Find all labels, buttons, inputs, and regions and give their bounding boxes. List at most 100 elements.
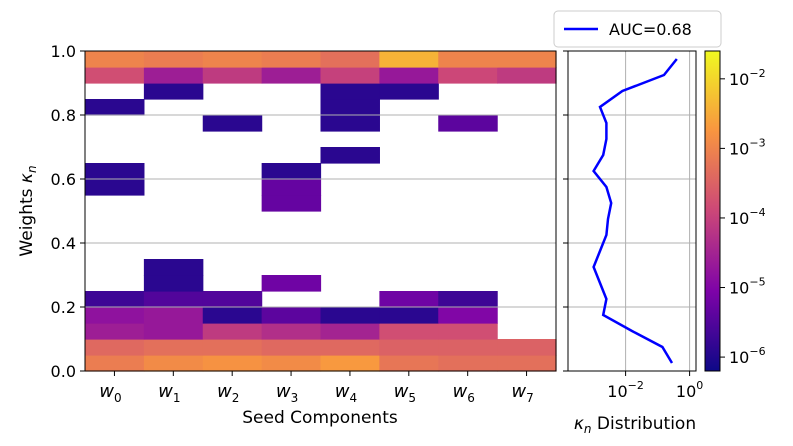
heatmap-cell xyxy=(261,339,322,356)
heatmap-cell xyxy=(261,163,322,180)
distribution-frame xyxy=(567,50,697,372)
heatmap-y-tick-label: 1.0 xyxy=(51,42,76,61)
heatmap-cell xyxy=(143,83,204,100)
heatmap-cell xyxy=(379,291,439,308)
heatmap-y-tick-label: 0.4 xyxy=(51,234,76,253)
heatmap-cell xyxy=(438,67,498,84)
colorbar-tick-label: 10−4 xyxy=(729,206,766,228)
heatmap-cell xyxy=(85,51,145,68)
distribution-y-ticks xyxy=(563,50,568,372)
distribution-x-tick-label: 100 xyxy=(676,379,703,401)
colorbar-ticks: 10−2 10−3 10−4 10−5 10−6 xyxy=(720,67,766,367)
heatmap-y-tick-label: 0.6 xyxy=(51,170,76,189)
heatmap-cell xyxy=(143,323,204,340)
heatmap-cell xyxy=(143,307,204,324)
heatmap-cell xyxy=(320,67,380,84)
heatmap-x-tick-label: w1 xyxy=(158,381,180,405)
heatmap-x-tick-label: w4 xyxy=(335,381,357,405)
heatmap-cell xyxy=(85,323,145,340)
heatmap-cell xyxy=(143,291,204,308)
heatmap-frame xyxy=(84,50,557,372)
heatmap-cell xyxy=(261,67,322,84)
heatmap-cell xyxy=(497,67,557,84)
heatmap-cell xyxy=(320,147,380,164)
heatmap-cell xyxy=(202,291,263,308)
heatmap-cell xyxy=(261,179,322,196)
heatmap-cell xyxy=(143,355,204,372)
heatmap-cell xyxy=(438,291,498,308)
heatmap-cell xyxy=(143,67,204,84)
heatmap-cell xyxy=(85,355,145,372)
legend-box xyxy=(553,10,722,48)
heatmap-cell xyxy=(438,339,498,356)
heatmap-x-tick-label: w7 xyxy=(511,381,533,405)
heatmap-x-axis-label: Seed Components xyxy=(242,408,398,428)
heatmap-cell xyxy=(438,355,498,372)
heatmap-cell xyxy=(438,51,498,68)
heatmap-cell xyxy=(379,355,439,372)
heatmap-x-tick-label: w0 xyxy=(99,381,121,405)
colorbar xyxy=(704,50,721,372)
heatmap-cell xyxy=(438,307,498,324)
distribution-grid xyxy=(568,50,696,372)
heatmap-cell xyxy=(320,323,380,340)
heatmap-cell xyxy=(143,259,204,276)
heatmap-x-tick-label: w5 xyxy=(394,381,416,405)
heatmap-cell xyxy=(85,99,145,116)
heatmap-cell xyxy=(85,179,145,196)
heatmap-cell xyxy=(379,67,439,84)
heatmap-cell xyxy=(85,163,145,180)
legend-label: AUC=0.68 xyxy=(609,20,692,39)
heatmap-y-tick-label: 0.0 xyxy=(51,362,76,381)
heatmap-cell xyxy=(202,355,263,372)
heatmap-cell xyxy=(497,339,557,356)
colorbar-tick-label: 10−2 xyxy=(729,67,766,89)
heatmap-x-tick-label: w2 xyxy=(217,381,239,405)
heatmap-y-ticks: 0.0 0.2 0.4 0.6 0.8 1.0 xyxy=(51,42,85,381)
distribution-x-axis-label: κn Distribution xyxy=(574,414,696,436)
heatmap-cell xyxy=(320,83,380,100)
heatmap-cell xyxy=(320,51,380,68)
heatmap-y-tick-label: 0.8 xyxy=(51,106,76,125)
heatmap-cell xyxy=(85,291,145,308)
heatmap-cells xyxy=(85,51,557,372)
heatmap-cell xyxy=(320,339,380,356)
distribution-x-tick-label: 10−2 xyxy=(607,379,644,401)
heatmap-cell xyxy=(379,323,439,340)
heatmap-cell xyxy=(85,307,145,324)
heatmap-cell xyxy=(497,355,557,372)
heatmap-cell xyxy=(438,323,498,340)
heatmap-cell xyxy=(379,83,439,100)
heatmap-cell xyxy=(143,339,204,356)
heatmap-cell xyxy=(320,99,380,116)
heatmap-cell xyxy=(379,51,439,68)
heatmap-cell xyxy=(202,67,263,84)
heatmap-cell xyxy=(379,339,439,356)
heatmap-cell xyxy=(143,51,204,68)
heatmap-cell xyxy=(320,115,380,132)
colorbar-tick-label: 10−3 xyxy=(729,136,766,158)
heatmap-cell xyxy=(379,307,439,324)
heatmap-cell xyxy=(320,355,380,372)
heatmap-y-tick-label: 0.2 xyxy=(51,298,76,317)
heatmap-cell xyxy=(85,339,145,356)
heatmap-cell xyxy=(202,51,263,68)
colorbar-tick-label: 10−6 xyxy=(729,345,766,367)
heatmap-x-tick-label: w3 xyxy=(276,381,298,405)
heatmap-cell xyxy=(85,67,145,84)
heatmap-cell xyxy=(261,275,322,292)
heatmap-cell xyxy=(497,51,557,68)
distribution-line xyxy=(592,58,678,364)
heatmap-y-axis-label: Weights κn xyxy=(17,165,39,256)
legend: AUC=0.68 xyxy=(553,10,722,48)
heatmap-cell xyxy=(261,323,322,340)
distribution-x-ticks: 10−2 100 xyxy=(607,371,703,401)
heatmap-cell xyxy=(261,307,322,324)
heatmap-x-tick-label: w6 xyxy=(453,381,475,405)
heatmap-cell xyxy=(261,195,322,212)
heatmap-cell xyxy=(202,339,263,356)
heatmap-x-ticks: w0 w1 w2 w3 w4 w5 w6 w7 xyxy=(99,371,534,405)
heatmap-cell xyxy=(202,115,263,132)
heatmap-cell xyxy=(143,275,204,292)
